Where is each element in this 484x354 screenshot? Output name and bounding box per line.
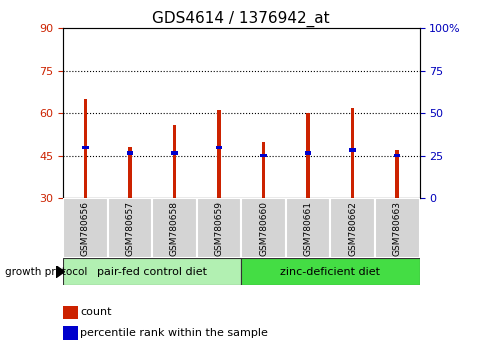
Bar xyxy=(350,108,354,198)
Bar xyxy=(126,151,133,155)
Bar xyxy=(63,198,107,258)
Bar xyxy=(285,198,330,258)
Text: growth protocol: growth protocol xyxy=(5,267,87,277)
Bar xyxy=(63,326,77,340)
Text: pair-fed control diet: pair-fed control diet xyxy=(97,267,207,277)
Bar xyxy=(374,198,419,258)
Bar xyxy=(152,198,197,258)
Bar xyxy=(330,198,374,258)
Text: GSM780661: GSM780661 xyxy=(303,201,312,256)
Text: count: count xyxy=(80,307,111,318)
Text: GSM780656: GSM780656 xyxy=(81,201,90,256)
Text: zinc-deficient diet: zinc-deficient diet xyxy=(280,267,379,277)
Title: GDS4614 / 1376942_at: GDS4614 / 1376942_at xyxy=(152,11,330,27)
Text: GSM780658: GSM780658 xyxy=(169,201,179,256)
Bar xyxy=(128,147,131,198)
Bar xyxy=(241,198,285,258)
Bar xyxy=(394,150,398,198)
Text: GSM780662: GSM780662 xyxy=(348,201,356,256)
Bar xyxy=(82,145,89,149)
Bar xyxy=(241,258,419,285)
Bar xyxy=(63,258,241,285)
Bar xyxy=(215,145,222,149)
Bar xyxy=(107,198,152,258)
Bar xyxy=(260,154,266,158)
Bar xyxy=(172,125,176,198)
Bar xyxy=(349,148,355,152)
Bar xyxy=(197,198,241,258)
Text: GSM780663: GSM780663 xyxy=(392,201,401,256)
Text: GSM780660: GSM780660 xyxy=(258,201,268,256)
Text: GSM780659: GSM780659 xyxy=(214,201,223,256)
Bar xyxy=(306,113,309,198)
Bar xyxy=(217,110,220,198)
Bar xyxy=(393,154,400,158)
Bar xyxy=(304,151,311,155)
Text: percentile rank within the sample: percentile rank within the sample xyxy=(80,328,268,338)
Polygon shape xyxy=(56,266,64,278)
Bar xyxy=(83,99,87,198)
Text: GSM780657: GSM780657 xyxy=(125,201,134,256)
Bar xyxy=(261,142,265,198)
Bar xyxy=(63,306,77,319)
Bar xyxy=(171,151,177,155)
